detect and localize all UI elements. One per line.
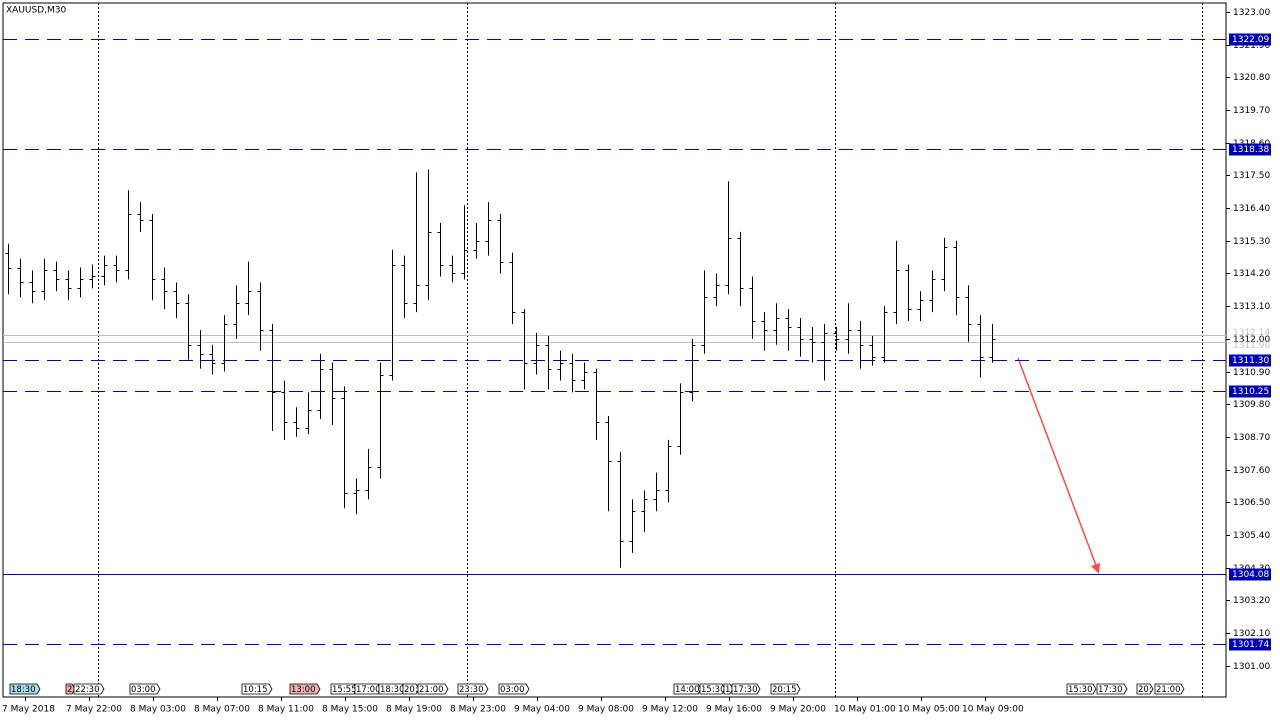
event-label: 17:00	[356, 685, 381, 695]
x-tick-label: 9 May 04:00	[514, 705, 570, 715]
event-label: 14:00	[675, 685, 700, 695]
level-label-bg	[1229, 33, 1271, 46]
event-tag	[65, 683, 76, 695]
level-label: 1310.25	[1232, 387, 1269, 397]
y-tick-label: 1301.00	[1233, 662, 1270, 672]
y-tick-label: 1309.80	[1233, 400, 1270, 410]
event-tag	[402, 683, 420, 695]
level-label: 1304.08	[1232, 570, 1269, 580]
y-tick-label: 1319.70	[1233, 106, 1270, 116]
event-label: 23:30	[459, 685, 484, 695]
x-tick-label: 8 May 23:00	[450, 705, 506, 715]
event-tag	[770, 683, 801, 695]
event-label: 20:	[1138, 685, 1152, 695]
y-tick-label: 1313.10	[1233, 302, 1270, 312]
x-tick-label: 8 May 07:00	[194, 705, 250, 715]
level-label-bg	[1229, 638, 1271, 651]
y-tick-label: 1315.30	[1233, 237, 1270, 247]
y-tick-label: 1316.40	[1233, 204, 1270, 214]
event-label: 21:00	[419, 685, 444, 695]
event-label: 20:	[404, 685, 418, 695]
event-tag	[73, 683, 105, 695]
symbol-title: XAUUSD,M30	[6, 6, 66, 16]
event-label: 21:00	[1156, 685, 1181, 695]
event-tag	[9, 683, 41, 695]
event-label: 03:00	[500, 685, 525, 695]
event-tag	[457, 683, 489, 695]
y-tick-label: 1308.70	[1233, 433, 1270, 443]
level-label: 1311.30	[1232, 356, 1269, 366]
y-tick-label: 1320.80	[1233, 73, 1270, 83]
event-label: 2	[67, 685, 72, 695]
x-tick-label: 10 May 01:00	[834, 705, 896, 715]
event-tag	[498, 683, 530, 695]
trend-arrow	[1017, 357, 1098, 569]
x-tick-label: 10 May 05:00	[898, 705, 960, 715]
x-tick-label: 8 May 03:00	[130, 705, 186, 715]
level-label: 1301.74	[1232, 640, 1269, 650]
event-tag	[731, 683, 761, 695]
event-label: 20:15	[772, 685, 797, 695]
y-tick-label: 1323.00	[1233, 8, 1270, 18]
event-label: 10:15	[243, 685, 268, 695]
event-tag	[723, 683, 734, 695]
event-label: 18:30	[11, 685, 36, 695]
level-label: 1318.38	[1232, 145, 1269, 155]
event-label: 03:00	[131, 685, 156, 695]
event-tag	[1136, 683, 1154, 695]
y-tick-label: 1314.20	[1233, 269, 1270, 279]
level-label-bg	[1229, 385, 1271, 398]
x-tick-label: 8 May 11:00	[258, 705, 314, 715]
y-tick-label: 1312.00	[1233, 335, 1270, 345]
x-tick-label: 7 May 22:00	[66, 705, 122, 715]
y-tick-label: 1310.90	[1233, 368, 1270, 378]
event-label: 15:30	[701, 685, 726, 695]
event-tag	[699, 683, 726, 695]
level-label-bg	[1229, 143, 1271, 156]
y-tick-label: 1306.50	[1233, 498, 1270, 508]
plot-frame	[2, 2, 1227, 698]
event-tag	[417, 683, 449, 695]
event-tag	[1154, 683, 1185, 695]
arrow-head	[1091, 563, 1100, 574]
event-label: 15:55	[332, 685, 357, 695]
event-label: 15:30	[1068, 685, 1093, 695]
x-tick-label: 9 May 20:00	[770, 705, 826, 715]
x-tick-label: 8 May 15:00	[322, 705, 378, 715]
event-tag	[289, 683, 321, 695]
event-label: 18:30	[380, 685, 405, 695]
level-label-bg	[1229, 354, 1271, 367]
event-label: 22:30	[75, 685, 100, 695]
level-label: 1322.09	[1232, 35, 1269, 45]
event-tag	[129, 683, 161, 695]
x-tick-label: 8 May 19:00	[386, 705, 442, 715]
day-separators	[98, 3, 1203, 697]
event-label: 17:30	[1098, 685, 1123, 695]
y-tick-label: 1307.60	[1233, 466, 1270, 476]
y-tick-label: 1321.90	[1233, 41, 1270, 51]
event-tag	[241, 683, 273, 695]
event-tag	[1066, 683, 1097, 695]
event-label: 17:30	[733, 685, 758, 695]
event-tag	[1096, 683, 1128, 695]
event-label: 13:00	[291, 685, 316, 695]
x-tick-label: 9 May 08:00	[578, 705, 634, 715]
y-tick-label: 1303.20	[1233, 596, 1270, 606]
quote-label: 1311.90	[1233, 341, 1270, 351]
y-tick-label: 1305.40	[1233, 531, 1270, 541]
level-label-bg	[1229, 568, 1271, 581]
x-tick-label: 9 May 16:00	[706, 705, 762, 715]
x-tick-label: 10 May 09:00	[962, 705, 1024, 715]
y-tick-label: 1302.10	[1233, 629, 1270, 639]
event-label: 1	[725, 685, 730, 695]
quote-label: 1312.14	[1233, 328, 1270, 338]
y-tick-label: 1317.50	[1233, 171, 1270, 181]
event-tag	[673, 683, 702, 695]
x-tick-label: 9 May 12:00	[642, 705, 698, 715]
x-tick-label: 7 May 2018	[2, 705, 55, 715]
